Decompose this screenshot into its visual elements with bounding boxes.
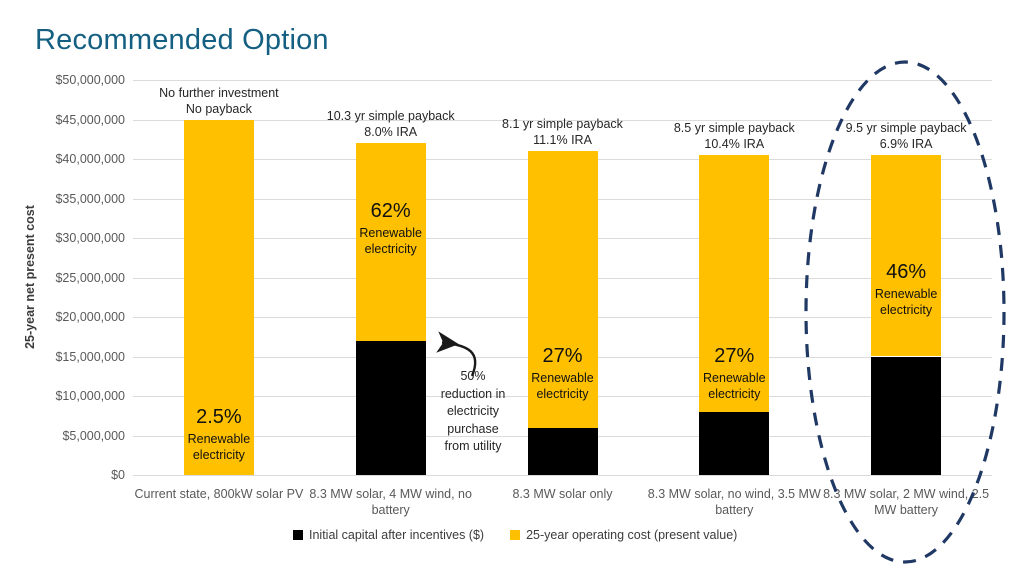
bar-label-caption: Renewable electricity [874, 287, 938, 317]
bar-label-caption: Renewable electricity [187, 432, 251, 462]
gridline [133, 119, 992, 121]
legend-label: 25-year operating cost (present value) [526, 528, 738, 542]
x-tick-label: 8.3 MW solar, 4 MW wind, no battery [309, 487, 472, 517]
bar-annotation: 8.5 yr simple payback 10.4% IRA [673, 121, 795, 152]
y-tick-label: $10,000,000 [55, 389, 125, 403]
bar-label-caption: Renewable electricity [531, 371, 594, 401]
bar-label: 62% Renewable electricity [347, 200, 435, 257]
bar-segment-initial-capital [355, 340, 426, 475]
bar-label-percent: 27% [542, 345, 583, 367]
callout-text: 50% reduction in electricity purchase fr… [440, 369, 506, 453]
y-tick-label: $30,000,000 [55, 231, 125, 245]
legend-swatch [293, 530, 303, 540]
bar-label: 2.5% Renewable electricity [175, 406, 263, 463]
bar-segment-operating-cost [699, 155, 770, 412]
bar-annotation: No further investment No payback [159, 85, 279, 116]
y-tick-label: $40,000,000 [55, 152, 125, 166]
y-tick-label: $0 [111, 468, 125, 482]
bar-annotation: 10.3 yr simple payback 8.0% IRA [326, 109, 455, 140]
bar-label: 27% Renewable electricity [519, 345, 607, 402]
bar-label-percent: 2.5% [196, 406, 242, 428]
x-tick-label: Current state, 800kW solar PV [134, 487, 304, 501]
bar-segment-operating-cost [527, 151, 598, 428]
y-tick-label: $20,000,000 [55, 310, 125, 324]
legend-item: Initial capital after incentives ($) [293, 528, 484, 542]
bar-label-caption: Renewable electricity [359, 226, 422, 256]
bar-segment-initial-capital [527, 427, 598, 475]
x-tick-label: 8.3 MW solar, 2 MW wind, 2.5 MW battery [823, 487, 990, 517]
bar-segment-operating-cost [183, 119, 254, 475]
y-tick-label: $35,000,000 [55, 191, 125, 206]
legend-label: Initial capital after incentives ($) [309, 528, 485, 542]
bar-annotation: 8.1 yr simple payback 11.1% IRA [502, 117, 623, 148]
bar-label-percent: 27% [714, 345, 755, 367]
gridline [133, 475, 992, 476]
bar-label-percent: 46% [886, 261, 927, 283]
page-title: Recommended Option [35, 24, 329, 56]
bar-segment-initial-capital [699, 411, 770, 475]
bar-label-caption: Renewable electricity [703, 371, 766, 401]
y-tick-label: $45,000,000 [55, 112, 125, 127]
gridline [133, 80, 992, 81]
y-tick-label: $25,000,000 [55, 270, 125, 285]
legend-item: 25-year operating cost (present value) [510, 528, 737, 542]
bar-segment-operating-cost [871, 155, 942, 357]
x-tick-label: 8.3 MW solar only [512, 487, 613, 501]
y-tick-label: $50,000,000 [55, 73, 125, 87]
bar-label-percent: 62% [370, 200, 411, 222]
bar-segment-operating-cost [355, 143, 426, 341]
legend: Initial capital after incentives ($) 25-y… [293, 528, 737, 542]
bar-label: 46% Renewable electricity [862, 261, 950, 318]
bar-segment-initial-capital [871, 356, 942, 475]
bar-label: 27% Renewable electricity [690, 345, 778, 402]
x-tick-label: 8.3 MW solar, no wind, 3.5 MW battery [647, 487, 821, 517]
y-tick-label: $5,000,000 [62, 428, 125, 443]
y-tick-label: $15,000,000 [55, 349, 125, 364]
legend-swatch [510, 530, 521, 540]
bar-annotation: 9.5 yr simple payback 6.9% IRA [845, 121, 967, 152]
